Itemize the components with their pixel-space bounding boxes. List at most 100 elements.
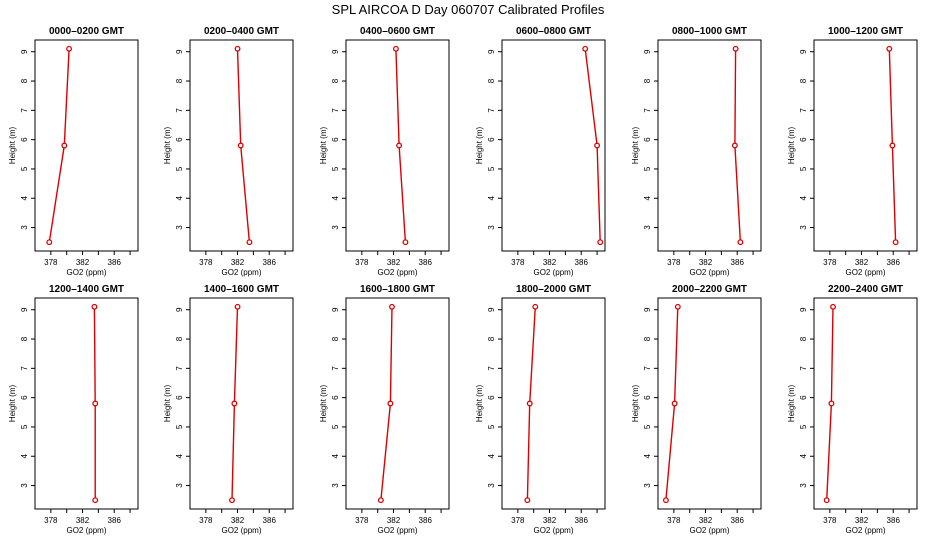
y-tick-label: 7 — [175, 366, 184, 371]
y-tick-label: 5 — [331, 166, 340, 171]
y-tick-label: 9 — [175, 49, 184, 54]
y-tick-label: 3 — [487, 225, 496, 230]
data-point — [246, 239, 253, 246]
y-tick-label: 6 — [175, 395, 184, 400]
x-tick-label: 378 — [511, 258, 525, 267]
x-tick-label: 382 — [76, 516, 90, 525]
y-axis-label: Height (m) — [319, 126, 328, 164]
x-tick-label: 382 — [699, 516, 713, 525]
x-tick-label: 386 — [887, 258, 901, 267]
y-tick-label: 8 — [20, 78, 29, 83]
panel-title: 2000–2200 GMT — [672, 284, 747, 295]
y-tick-label: 4 — [331, 453, 340, 458]
data-point — [402, 239, 409, 246]
y-tick-label: 7 — [799, 366, 808, 371]
panel-title: 0200–0400 GMT — [204, 26, 279, 37]
y-tick-label: 8 — [643, 78, 652, 83]
y-tick-label: 3 — [20, 483, 29, 488]
y-tick-label: 8 — [799, 336, 808, 341]
plot-frame — [501, 297, 606, 510]
x-tick-label: 378 — [199, 258, 213, 267]
y-tick-label: 5 — [643, 166, 652, 171]
y-tick-label: 6 — [175, 137, 184, 142]
y-tick-label: 6 — [799, 137, 808, 142]
x-axis-label: GO2 (ppm) — [689, 526, 729, 535]
x-tick-label: 382 — [231, 258, 245, 267]
x-axis-label: GO2 (ppm) — [845, 268, 885, 277]
y-tick-label: 4 — [799, 453, 808, 458]
data-point — [396, 142, 403, 149]
y-tick-label: 5 — [643, 424, 652, 429]
y-axis: 3 4 5 6 7 8 9 Height (m) — [163, 49, 190, 230]
x-tick-label: 378 — [667, 516, 681, 525]
y-tick-label: 5 — [799, 166, 808, 171]
y-axis: 3 4 5 6 7 8 9 Height (m) — [8, 49, 35, 230]
data-point — [671, 400, 678, 407]
x-tick-label: 378 — [199, 516, 213, 525]
data-point — [234, 45, 241, 52]
x-tick-label: 382 — [543, 516, 557, 525]
y-tick-label: 7 — [643, 108, 652, 113]
plot-frame — [34, 297, 139, 510]
x-tick-label: 378 — [667, 258, 681, 267]
panel-title: 0800–1000 GMT — [672, 26, 747, 37]
data-point — [732, 45, 739, 52]
y-tick-label: 8 — [643, 336, 652, 341]
y-axis-label: Height (m) — [475, 126, 484, 164]
y-tick-label: 9 — [643, 49, 652, 54]
panel-title: 0400–0600 GMT — [360, 26, 435, 37]
y-axis-label: Height (m) — [163, 126, 172, 164]
plot-frame — [657, 39, 762, 252]
data-point — [231, 400, 238, 407]
plot-frame — [345, 39, 450, 252]
panel-title: 2200–2400 GMT — [828, 284, 903, 295]
plot-frame — [657, 297, 762, 510]
data-point — [377, 497, 384, 504]
figure-title: SPL AIRCOA D Day 060707 Calibrated Profi… — [332, 2, 605, 17]
panel-title: 1400–1600 GMT — [204, 284, 279, 295]
x-tick-label: 386 — [419, 516, 433, 525]
y-tick-label: 6 — [487, 395, 496, 400]
x-axis-label: GO2 (ppm) — [845, 526, 885, 535]
y-tick-label: 7 — [331, 366, 340, 371]
y-tick-label: 7 — [331, 108, 340, 113]
y-tick-label: 9 — [487, 307, 496, 312]
y-tick-label: 8 — [799, 78, 808, 83]
y-tick-label: 7 — [487, 366, 496, 371]
data-point — [731, 142, 738, 149]
y-tick-label: 8 — [487, 336, 496, 341]
y-axis-label: Height (m) — [631, 384, 640, 422]
y-tick-label: 5 — [175, 166, 184, 171]
y-tick-label: 4 — [20, 453, 29, 458]
y-tick-label: 5 — [20, 166, 29, 171]
data-point — [886, 45, 893, 52]
x-tick-label: 378 — [44, 516, 58, 525]
y-tick-label: 6 — [799, 395, 808, 400]
x-tick-label: 386 — [419, 258, 433, 267]
x-tick-label: 378 — [355, 516, 369, 525]
data-point — [532, 303, 539, 310]
y-tick-label: 4 — [799, 195, 808, 200]
y-tick-label: 8 — [487, 78, 496, 83]
y-tick-label: 5 — [487, 424, 496, 429]
y-tick-label: 3 — [331, 225, 340, 230]
x-axis-label: GO2 (ppm) — [221, 526, 261, 535]
data-point — [674, 303, 681, 310]
y-tick-label: 5 — [487, 166, 496, 171]
plot-frame — [813, 39, 918, 252]
x-tick-label: 382 — [699, 258, 713, 267]
y-axis-label: Height (m) — [475, 384, 484, 422]
x-axis-label: GO2 (ppm) — [221, 268, 261, 277]
x-tick-label: 386 — [887, 516, 901, 525]
